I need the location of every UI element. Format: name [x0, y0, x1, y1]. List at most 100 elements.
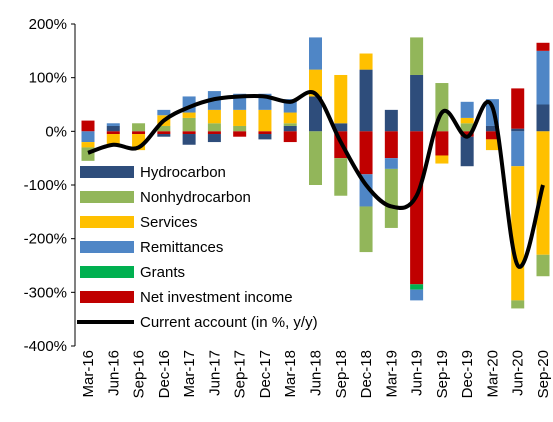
x-tick-label: Dec-18: [358, 350, 375, 398]
x-tick-label: Jun-20: [510, 350, 527, 396]
y-tick-label: -200%: [24, 231, 67, 248]
legend-label: Remittances: [140, 239, 223, 256]
legend-label: Nonhydrocarbon: [140, 189, 251, 206]
y-tick-label: 100%: [29, 70, 67, 87]
bar-segment: [410, 284, 424, 290]
bar-segment: [182, 112, 196, 118]
bar-segment: [359, 53, 373, 70]
x-tick-label: Dec-17: [257, 350, 274, 398]
x-tick-label: Dec-19: [459, 350, 476, 398]
bar-segment: [485, 125, 499, 132]
bar-segment: [460, 131, 474, 137]
line-series: [87, 90, 545, 269]
bar-segment: [460, 136, 474, 167]
bar-segment: [460, 117, 474, 124]
bar-segment: [207, 123, 221, 132]
legend-label: Net investment income: [140, 289, 293, 306]
legend-label: Grants: [140, 264, 185, 281]
bar-segment: [258, 131, 272, 135]
bar-segment: [207, 109, 221, 124]
bar-segment: [233, 109, 247, 126]
bar-segment: [384, 158, 398, 169]
bar-segment: [182, 134, 196, 145]
legend-swatch: [80, 216, 134, 228]
bar-segment: [384, 109, 398, 132]
bar-segment: [435, 131, 449, 156]
bar-segment: [157, 131, 171, 135]
bar-segment: [511, 166, 525, 301]
bar-segment: [536, 254, 550, 277]
bar-segment: [207, 131, 221, 135]
y-tick-label: -100%: [24, 177, 67, 194]
bar-segment: [359, 131, 373, 175]
bar-segment: [106, 131, 120, 135]
bar-segment: [410, 74, 424, 132]
bar-segment: [283, 131, 297, 143]
x-tick-label: Jun-16: [105, 350, 122, 396]
bar-segment: [334, 123, 348, 132]
bar-segment: [309, 131, 322, 185]
x-tick-label: Jun-17: [206, 350, 223, 396]
y-tick-label: -400%: [24, 338, 67, 355]
x-tick-label: Jun-18: [308, 350, 325, 396]
bar-segment: [233, 125, 247, 132]
bar-segment: [81, 120, 95, 132]
bar-segment: [359, 206, 373, 253]
legend-label: Hydrocarbon: [140, 164, 226, 181]
x-tick-label: Sep-19: [434, 350, 451, 398]
x-tick-label: Mar-18: [282, 350, 299, 398]
x-tick-label: Sep-18: [333, 350, 350, 398]
bar-segment: [132, 131, 146, 135]
legend-label: Services: [140, 214, 198, 231]
legend-swatch: [80, 191, 134, 203]
bar-segment: [157, 125, 171, 132]
y-tick-label: -300%: [24, 284, 67, 301]
y-tick-label: 200%: [29, 16, 67, 33]
bar-segment: [283, 112, 297, 124]
bar-segment: [283, 125, 297, 132]
bar-segment: [106, 134, 120, 145]
bar-segment: [511, 128, 525, 132]
bar-segment: [511, 88, 525, 129]
bar-segment: [460, 101, 474, 118]
bar-segment: [309, 96, 322, 132]
bar-segment: [106, 123, 120, 126]
legend-label: Current account (in %, y/y): [140, 314, 318, 331]
bar-segment: [485, 139, 499, 151]
x-tick-label: Sep-16: [131, 350, 148, 398]
bar-segment: [258, 109, 272, 132]
x-tick-label: Mar-17: [181, 350, 198, 398]
bar-segment: [283, 123, 297, 126]
bar-segment: [359, 69, 373, 132]
legend-swatch: [80, 291, 134, 303]
x-tick-label: Sep-20: [535, 350, 552, 398]
y-tick-label: 0%: [45, 123, 67, 140]
x-tick-label: Sep-17: [232, 350, 249, 398]
bar-segment: [410, 37, 424, 75]
legend-swatch: [80, 266, 134, 278]
bar-segment: [410, 131, 424, 285]
x-tick-label: Dec-16: [156, 350, 173, 398]
x-tick-label: Jun-19: [409, 350, 426, 396]
bar-segment: [511, 300, 525, 309]
bar-segment: [511, 131, 525, 167]
bar-segment: [309, 69, 322, 97]
bar-segment: [410, 289, 424, 301]
bar-segment: [384, 131, 398, 159]
bar-segment: [334, 74, 348, 124]
bar-segment: [182, 131, 196, 135]
bar-segment: [485, 131, 499, 140]
bar-segment: [258, 134, 272, 140]
x-tick-label: Mar-16: [80, 350, 97, 398]
legend-swatch: [80, 166, 134, 178]
bar-segment: [81, 131, 95, 143]
bar-segment: [384, 168, 398, 228]
bar-segment: [132, 123, 146, 132]
bar-segment: [81, 142, 95, 148]
x-tick-label: Mar-20: [484, 350, 501, 398]
legend-swatch: [80, 241, 134, 253]
bar-segment: [233, 131, 247, 137]
bar-segment: [157, 134, 171, 137]
bar-segment: [182, 117, 196, 132]
